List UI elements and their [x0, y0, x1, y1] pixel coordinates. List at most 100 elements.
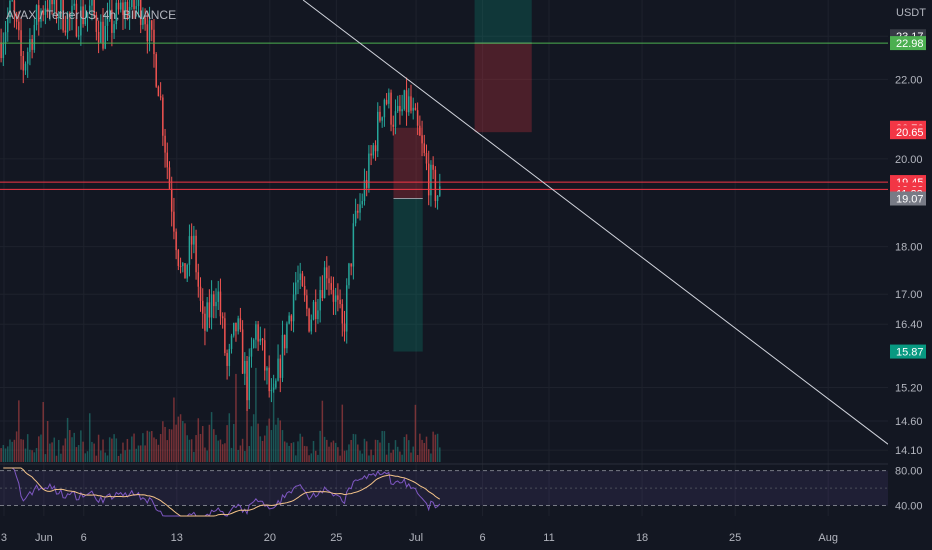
- price-marker-label: 22.98: [896, 38, 924, 50]
- candle-body: [162, 97, 164, 136]
- candle-body: [272, 387, 275, 390]
- candlesticks: [0, 0, 441, 411]
- candle-body: [122, 2, 124, 15]
- candle-body: [357, 210, 359, 213]
- volume-bar: [159, 434, 162, 462]
- volume-bar: [73, 432, 75, 462]
- candle-body: [219, 291, 222, 317]
- volume-bar: [131, 436, 133, 462]
- volume-bar: [164, 426, 166, 462]
- volume-bar: [343, 450, 346, 462]
- volume-bar: [328, 446, 330, 462]
- candle-body: [390, 92, 392, 125]
- volume-bar: [374, 439, 377, 462]
- candle-body: [168, 167, 171, 189]
- volume-bar: [241, 438, 244, 462]
- candle-body: [44, 8, 47, 15]
- candle-body: [38, 5, 40, 22]
- candle-body: [425, 152, 428, 164]
- position-zones[interactable]: [393, 0, 532, 352]
- candle-body: [166, 152, 169, 168]
- volume-bar: [93, 443, 95, 462]
- price-axis[interactable]: 23.1722.0020.0018.0017.0016.4015.2014.60…: [888, 0, 932, 550]
- candle-body: [230, 335, 233, 349]
- candle-body: [350, 263, 352, 267]
- volume-bar: [206, 450, 208, 462]
- volume-bar: [295, 455, 297, 462]
- volume-bar: [423, 442, 426, 462]
- volume-bar: [119, 453, 122, 462]
- volume-bar: [86, 451, 89, 462]
- candle-body: [295, 282, 297, 295]
- candle-body: [108, 9, 111, 16]
- candle-body: [88, 5, 91, 13]
- volume-bar: [151, 431, 153, 462]
- candle-body: [226, 353, 228, 366]
- volume-bar: [15, 431, 18, 462]
- volume-bar: [2, 445, 5, 462]
- volume-bar: [416, 454, 419, 462]
- candle-body: [306, 295, 308, 309]
- candle-body: [408, 96, 410, 113]
- horizontal-lines[interactable]: [0, 42, 888, 190]
- volume-bar: [257, 423, 259, 462]
- candle-body: [49, 0, 51, 12]
- volume-bar: [414, 404, 417, 462]
- time-axis[interactable]: 3 Jun 6 13 20 25 Jul 6 11 18 25 Aug: [1, 532, 838, 544]
- volume-bar: [122, 442, 124, 462]
- candle-body: [268, 367, 270, 392]
- volume-bar: [135, 448, 138, 462]
- candle-body: [0, 42, 2, 58]
- candle-body: [155, 54, 157, 87]
- trendline[interactable]: [302, 0, 889, 445]
- candle-body: [60, 0, 62, 17]
- volume-bar: [64, 438, 67, 462]
- volume-bar: [232, 423, 235, 462]
- candle-body: [139, 0, 142, 25]
- candle-body: [261, 338, 264, 341]
- candle-body: [73, 3, 75, 6]
- volume-bar: [310, 453, 313, 462]
- candle-body: [416, 110, 419, 126]
- volume-bar: [155, 439, 157, 462]
- volume-bar: [33, 452, 36, 462]
- volume-bar: [46, 420, 49, 462]
- candle-body: [383, 99, 386, 118]
- volume-bar: [312, 440, 315, 462]
- price-marker-label: 20.65: [896, 127, 924, 139]
- candle-body: [199, 286, 202, 301]
- candle-body: [326, 267, 328, 279]
- candle-body: [321, 289, 324, 299]
- candle-body: [359, 204, 361, 213]
- volume-bar: [235, 373, 237, 462]
- candle-body: [237, 318, 239, 332]
- candle-body: [213, 294, 215, 307]
- price-marker-label: 19.07: [896, 194, 924, 206]
- candle-body: [188, 236, 191, 265]
- candle-body: [283, 334, 286, 349]
- candle-body: [131, 0, 133, 8]
- volume-bar: [228, 413, 231, 462]
- candle-body: [215, 301, 217, 307]
- volume-bar: [250, 426, 253, 462]
- volume-bar: [390, 452, 392, 462]
- volume-bar: [44, 454, 47, 462]
- candle-body: [332, 289, 335, 302]
- candle-body: [385, 99, 388, 104]
- volume-bar: [261, 440, 264, 462]
- candle-body: [323, 267, 326, 299]
- candle-body: [42, 10, 44, 15]
- candle-body: [352, 223, 355, 267]
- candle-body: [439, 186, 441, 196]
- candle-body: [126, 1, 129, 19]
- candle-body: [399, 105, 401, 112]
- volume-bar: [182, 421, 184, 462]
- volume-bar: [144, 445, 146, 462]
- volume-bar: [283, 441, 286, 462]
- volume-bar: [20, 439, 22, 462]
- volume-bar: [299, 433, 301, 462]
- volume-bar: [432, 431, 434, 462]
- candle-body: [279, 358, 282, 378]
- price-marker: [890, 344, 926, 359]
